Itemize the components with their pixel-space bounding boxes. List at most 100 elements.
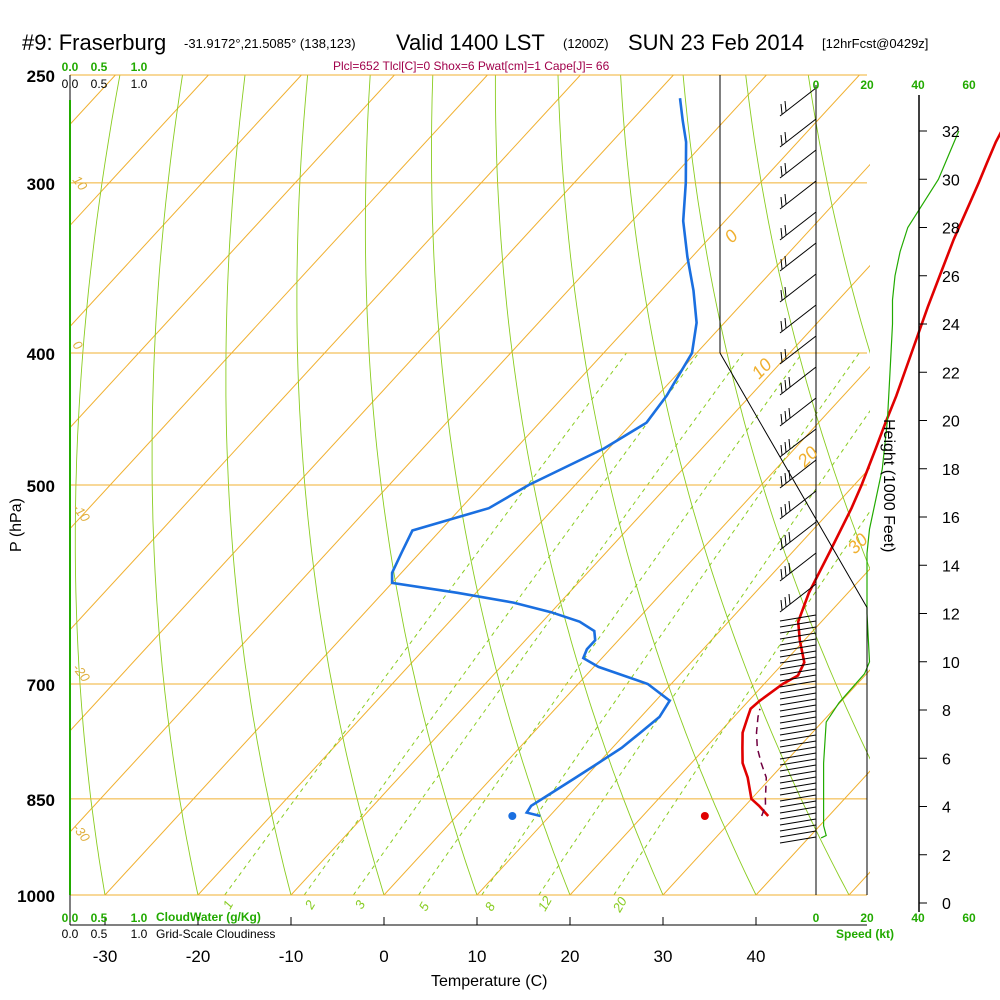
- wind-barb: [779, 806, 817, 814]
- wind-barb: [779, 812, 817, 820]
- cloudiness-scale-top: 1.0: [131, 77, 148, 91]
- wind-barb: [779, 674, 817, 682]
- wind-barb-flag: [784, 131, 787, 143]
- wind-barb: [779, 794, 817, 802]
- dewpoint-line: [390, 98, 698, 818]
- wind-barb-flag: [788, 407, 791, 419]
- isotherm-line: [70, 75, 395, 429]
- wind-barb-flag: [780, 227, 783, 239]
- dry-adiabat-line: [225, 75, 292, 895]
- height-tick-label: 4: [942, 800, 951, 817]
- wind-barb: [779, 680, 817, 688]
- height-tick-label: 6: [942, 751, 951, 768]
- wind-barb-flag: [788, 376, 791, 388]
- height-tick-label: 14: [942, 558, 960, 575]
- temp-tick-label: 30: [654, 947, 673, 966]
- wind-barbs: [779, 87, 817, 844]
- cloudiness-scale-bottom: 1.0: [131, 927, 148, 941]
- wind-barb: [779, 552, 817, 582]
- wind-barb: [779, 782, 817, 790]
- wind-barb: [779, 304, 817, 334]
- cloudiness-scale-top: 0.0: [62, 77, 79, 91]
- wind-barb-flag: [788, 500, 791, 512]
- cloudwater-scale-bottom: 0.5: [91, 911, 108, 925]
- wind-barb: [779, 752, 817, 760]
- wind-barb: [779, 273, 817, 303]
- wind-barb-flag: [788, 469, 791, 481]
- dry-adiabat-lines: [74, 75, 870, 895]
- dewpoint-surface-point: [508, 812, 517, 821]
- wind-barb: [779, 459, 817, 489]
- dry-adiabat-line: [151, 75, 199, 895]
- wind-barb: [779, 734, 817, 742]
- wind-barb: [779, 800, 817, 808]
- wind-barb: [779, 397, 817, 427]
- speed-tick-label-bottom: 0: [813, 911, 820, 925]
- wind-barb: [779, 836, 817, 844]
- wind-barb-flag: [784, 286, 787, 298]
- wind-barb: [779, 650, 817, 658]
- dry-adiabat-line: [431, 75, 571, 895]
- cloudiness-scale-bottom: 0.0: [62, 927, 79, 941]
- pressure-tick-label: 500: [27, 477, 55, 496]
- wind-barb: [779, 490, 817, 520]
- wind-barb-flag: [784, 534, 787, 546]
- wind-barb: [779, 180, 817, 210]
- height-tick-label: 30: [942, 172, 960, 189]
- wind-barb: [779, 656, 817, 664]
- temperature-surface-point: [700, 812, 709, 821]
- wind-barb-flag: [788, 562, 791, 574]
- wind-barb-flag: [780, 289, 783, 301]
- height-axis-title: Height (1000 Feet): [880, 419, 897, 552]
- wind-barb: [779, 662, 817, 670]
- wind-barb: [779, 746, 817, 754]
- dry-adiabat-line: [74, 75, 121, 895]
- wind-barb: [779, 118, 817, 148]
- wind-barb: [779, 366, 817, 396]
- wind-barb: [779, 770, 817, 778]
- wind-barb: [779, 668, 817, 676]
- wind-barb-flag: [780, 537, 783, 549]
- wind-barb: [779, 710, 817, 718]
- height-tick-label: 2: [942, 848, 951, 865]
- wind-barb-flag: [784, 596, 787, 608]
- valid-date: SUN 23 Feb 2014: [628, 30, 804, 55]
- parcel-line: [755, 708, 768, 817]
- wind-barb-flag: [784, 348, 787, 360]
- cloudwater-scale-top: 1.0: [131, 60, 148, 74]
- wind-barb-flag: [780, 506, 783, 518]
- isobar-lines: [70, 74, 867, 896]
- wind-barb-flag: [780, 165, 783, 177]
- wind-barb-flag: [780, 196, 783, 208]
- wind-barb: [779, 824, 817, 832]
- cloudwater-scale-bottom: 0.0: [62, 911, 79, 925]
- wind-barb: [779, 149, 817, 179]
- height-tick-label: 32: [942, 124, 960, 141]
- temperature-line: [741, 131, 1000, 817]
- cloudwater-scale-bottom: 1.0: [131, 911, 148, 925]
- isotherm-line: [70, 75, 209, 227]
- wind-barb: [779, 335, 817, 365]
- dry-adiabat-line: [745, 75, 870, 571]
- wind-barb-flag: [784, 224, 787, 236]
- cloudwater-scale-top: 0.0: [62, 60, 79, 74]
- wind-barb: [779, 704, 817, 712]
- height-tick-label: 28: [942, 221, 960, 238]
- wind-barb: [779, 698, 817, 706]
- wind-barb-flag: [780, 568, 783, 580]
- wind-barb-flag: [780, 103, 783, 115]
- isotherm-line: [662, 669, 870, 895]
- cloudiness-label: Grid-Scale Cloudiness: [156, 927, 275, 941]
- wind-barb: [779, 764, 817, 772]
- height-tick-label: 26: [942, 269, 960, 286]
- wind-barb: [779, 583, 817, 613]
- wind-barb-flag: [784, 410, 787, 422]
- wind-barb-flag: [784, 100, 787, 112]
- speed-tick-label-top: 40: [911, 78, 925, 92]
- dry-adiabat-line: [620, 75, 850, 895]
- parameter-line: Plcl=652 Tlcl[C]=0 Shox=6 Pwat[cm]=1 Cap…: [333, 59, 610, 73]
- temp-tick-label: -30: [93, 947, 118, 966]
- speed-tick-label-top: 60: [962, 78, 976, 92]
- dry-adiabat-line: [557, 75, 757, 895]
